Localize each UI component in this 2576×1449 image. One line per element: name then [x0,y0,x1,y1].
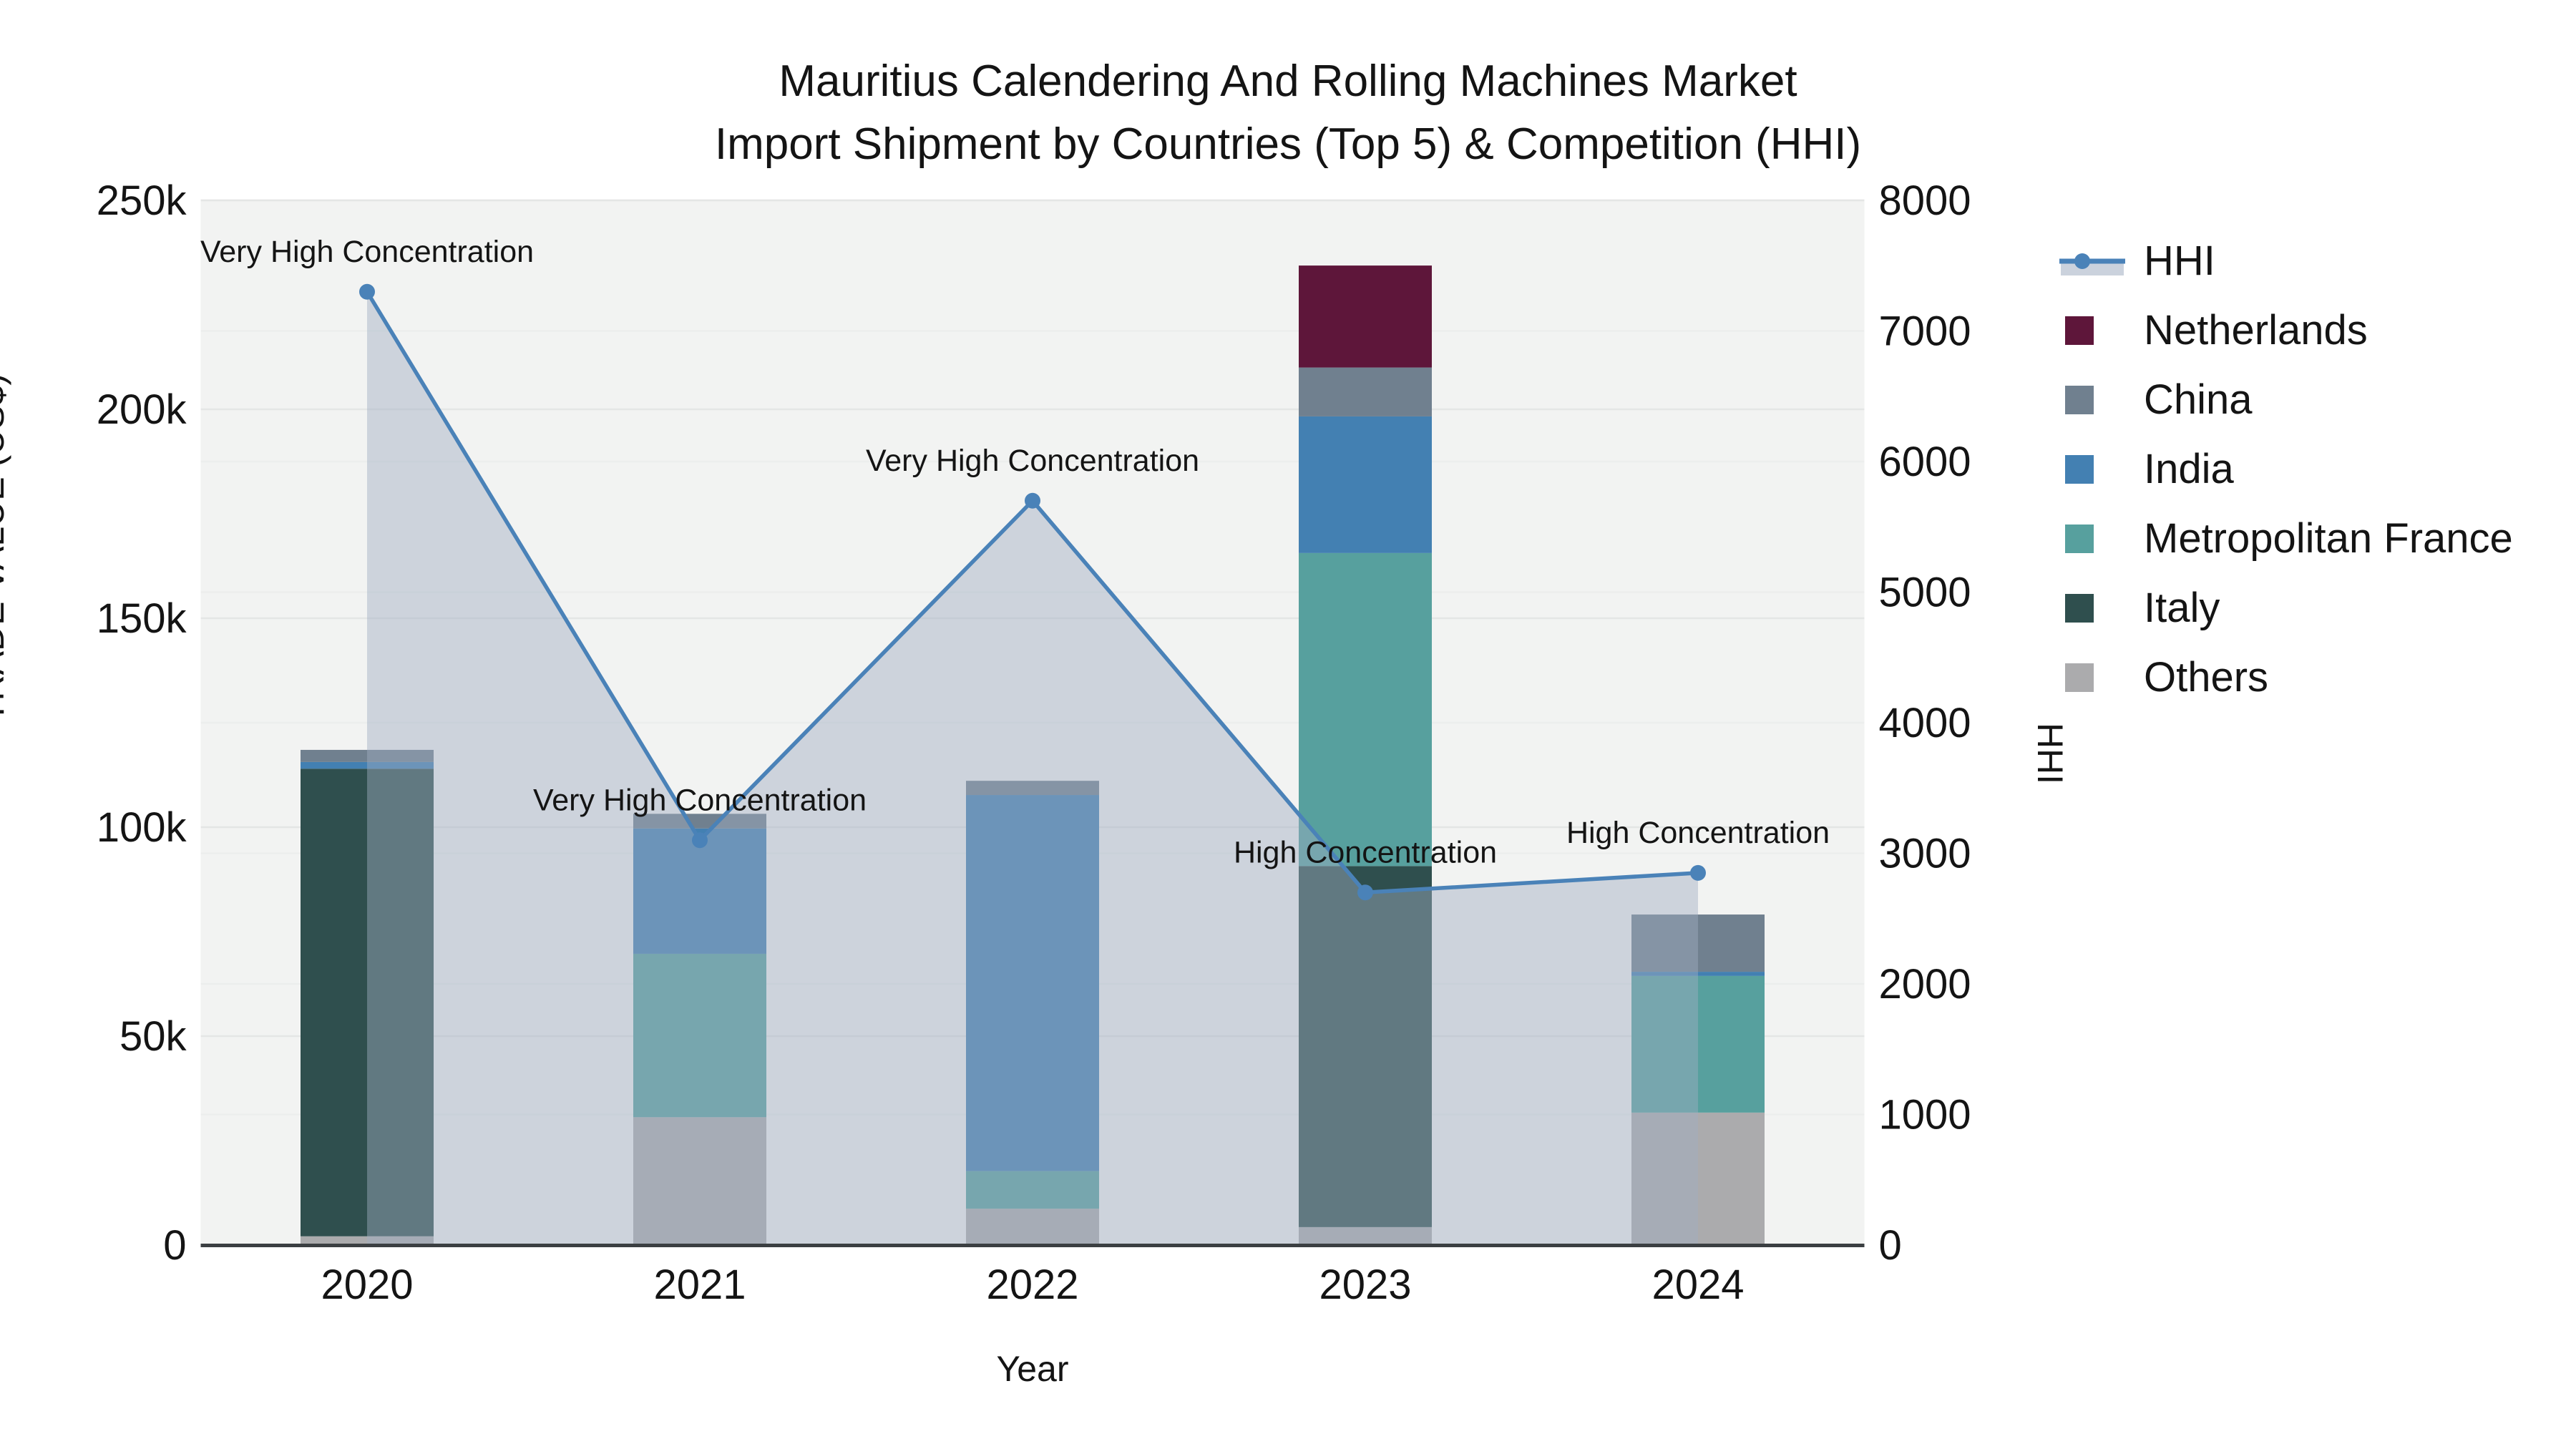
annotation-2023: High Concentration [1234,835,1497,869]
y-right-tick-2000: 2000 [1879,961,1971,1008]
bar-segment-others-2022 [966,1209,1099,1245]
swatch-netherlands [2065,316,2094,345]
bar-segment-china-2021 [633,814,766,829]
legend-item-india[interactable]: India [2059,434,2513,504]
legend-item-italy[interactable]: Italy [2059,573,2513,643]
bar-segment-india-2023 [1299,416,1432,553]
bar-segment-metropolitan-france-2024 [1631,975,1765,1113]
bar-segment-netherlands-2023 [1299,265,1432,368]
bar-segment-china-2023 [1299,367,1432,416]
hhi-marker-2022 [1025,492,1040,509]
y-axis-right-title: HHI [2030,723,2070,785]
y-right-tick-7000: 7000 [1879,308,1971,355]
swatch-china [2065,385,2094,414]
bar-segment-others-2021 [633,1117,766,1245]
legend-color-swatch-icon [2059,656,2125,699]
legend-color-swatch-icon [2059,309,2125,352]
annotation-2020: Very High Concentration [200,235,534,269]
legend-item-china[interactable]: China [2059,365,2513,434]
legend-label-hhi: HHI [2144,238,2215,284]
bar-segment-india-2024 [1631,972,1765,976]
hhi-marker-2021 [692,832,708,849]
chart-title: Mauritius Calendering And Rolling Machin… [0,50,2576,176]
y-right-tick-0: 0 [1879,1222,1902,1269]
x-axis-line [200,1244,1865,1247]
x-axis-title: Year [996,1349,1068,1389]
y-right-tick-1000: 1000 [1879,1092,1971,1138]
x-tick-2024: 2024 [1652,1262,1744,1308]
hhi-marker-2023 [1357,884,1373,901]
legend-label-india: India [2144,446,2234,492]
legend-label-metropolitan-france: Metropolitan France [2144,515,2513,562]
bar-segment-italy-2023 [1299,866,1432,1227]
legend-item-hhi[interactable]: HHI [2059,226,2513,296]
bar-segment-india-2022 [966,795,1099,1171]
y-left-tick-250k: 250k [97,177,187,224]
chart-title-line2: Import Shipment by Countries (Top 5) & C… [714,119,1862,169]
y-left-tick-200k: 200k [97,386,187,433]
x-tick-2020: 2020 [321,1262,413,1308]
annotation-2024: High Concentration [1566,816,1830,850]
y-left-tick-0: 0 [163,1222,186,1269]
y-right-tick-5000: 5000 [1879,570,1971,616]
legend: HHI Netherlands China India Metropolitan Fra… [2059,226,2513,712]
legend-item-others[interactable]: Others [2059,643,2513,712]
swatch-others [2065,663,2094,692]
y-left-tick-100k: 100k [97,804,187,851]
y-left-tick-50k: 50k [119,1013,187,1060]
legend-label-italy: Italy [2144,585,2220,631]
legend-color-swatch-icon [2059,587,2125,630]
legend-item-metropolitan-france[interactable]: Metropolitan France [2059,504,2513,573]
annotation-2022: Very High Concentration [866,444,1199,478]
bar-segment-china-2022 [966,781,1099,796]
hhi-line-swatch-icon [2059,240,2125,283]
bar-segment-india-2021 [633,828,766,954]
x-tick-2022: 2022 [986,1262,1078,1308]
bar-segment-metropolitan-france-2022 [966,1171,1099,1209]
bar-segment-china-2020 [301,749,434,762]
swatch-metropolitan-france [2065,524,2094,553]
annotation-2021: Very High Concentration [533,783,867,817]
bar-segment-others-2020 [301,1236,434,1245]
y-right-tick-4000: 4000 [1879,700,1971,746]
bar-segment-metropolitan-france-2023 [1299,552,1432,867]
bar-segment-india-2020 [301,761,434,769]
y-right-tick-8000: 8000 [1879,177,1971,224]
bar-segment-metropolitan-france-2021 [633,953,766,1118]
legend-label-netherlands: Netherlands [2144,307,2368,353]
x-tick-2023: 2023 [1319,1262,1411,1308]
swatch-india [2065,454,2094,484]
legend-color-swatch-icon [2059,517,2125,560]
bar-segment-others-2024 [1631,1112,1765,1245]
legend-color-swatch-icon [2059,448,2125,491]
y-right-tick-6000: 6000 [1879,439,1971,485]
legend-label-china: China [2144,376,2253,423]
y-left-tick-150k: 150k [97,595,187,642]
bar-segment-italy-2020 [301,769,434,1236]
swatch-italy [2065,593,2094,623]
hhi-marker-2020 [359,283,375,300]
y-axis-left-title: TRADE VALUE (US$) [0,373,11,723]
legend-label-others: Others [2144,654,2269,701]
hhi-marker-2024 [1690,864,1706,881]
legend-color-swatch-icon [2059,379,2125,421]
hhi-area-fill [367,291,1698,1245]
y-right-tick-3000: 3000 [1879,831,1971,877]
bar-segment-others-2023 [1299,1226,1432,1245]
legend-item-netherlands[interactable]: Netherlands [2059,296,2513,365]
bar-segment-china-2024 [1631,914,1765,972]
chart-title-line1: Mauritius Calendering And Rolling Machin… [779,57,1797,106]
x-tick-2021: 2021 [653,1262,746,1308]
